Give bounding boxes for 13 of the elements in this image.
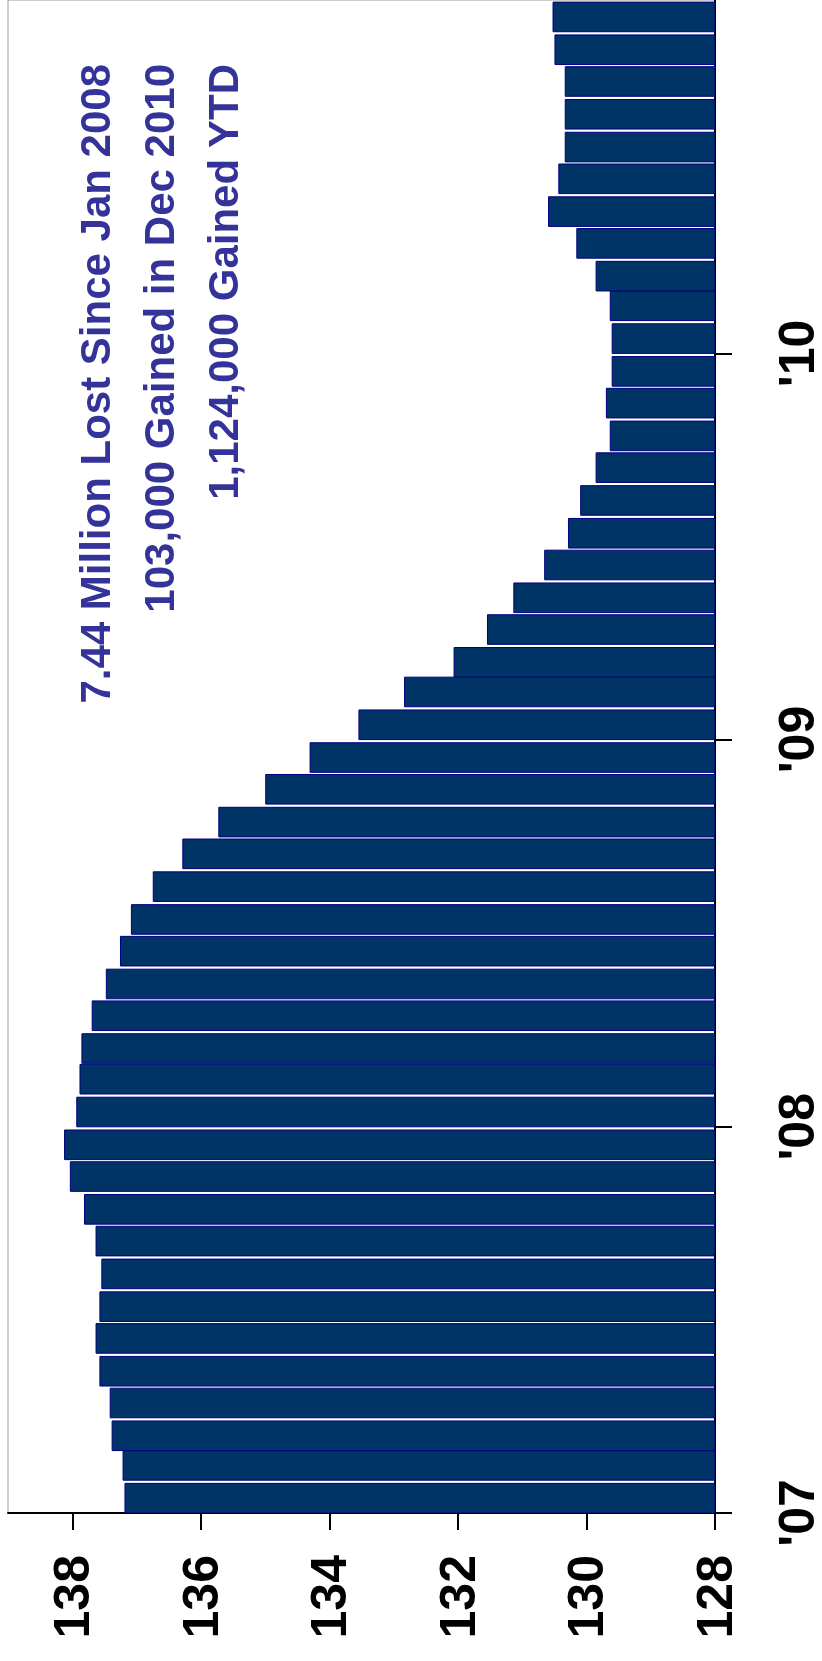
x-tick-label: 134: [301, 1554, 358, 1639]
annotation: 1,124,000 Gained YTD: [199, 64, 247, 500]
y-tick-label: '07: [769, 1479, 822, 1547]
x-tick-label: 130: [558, 1555, 615, 1639]
x-tick-label: 138: [44, 1555, 101, 1639]
x-tick-label: 128: [687, 1555, 743, 1639]
y-tick-label: '08: [769, 1093, 822, 1161]
annotation: 103,000 Gained in Dec 2010: [135, 64, 183, 613]
x-tick-label: 136: [172, 1555, 229, 1639]
y-tick-label: '10: [769, 319, 822, 388]
x-tick-label: 132: [429, 1555, 486, 1639]
y-tick-label: '09: [769, 705, 822, 774]
annotation: 7.44 Million Lost Since Jan 2008: [71, 64, 119, 704]
